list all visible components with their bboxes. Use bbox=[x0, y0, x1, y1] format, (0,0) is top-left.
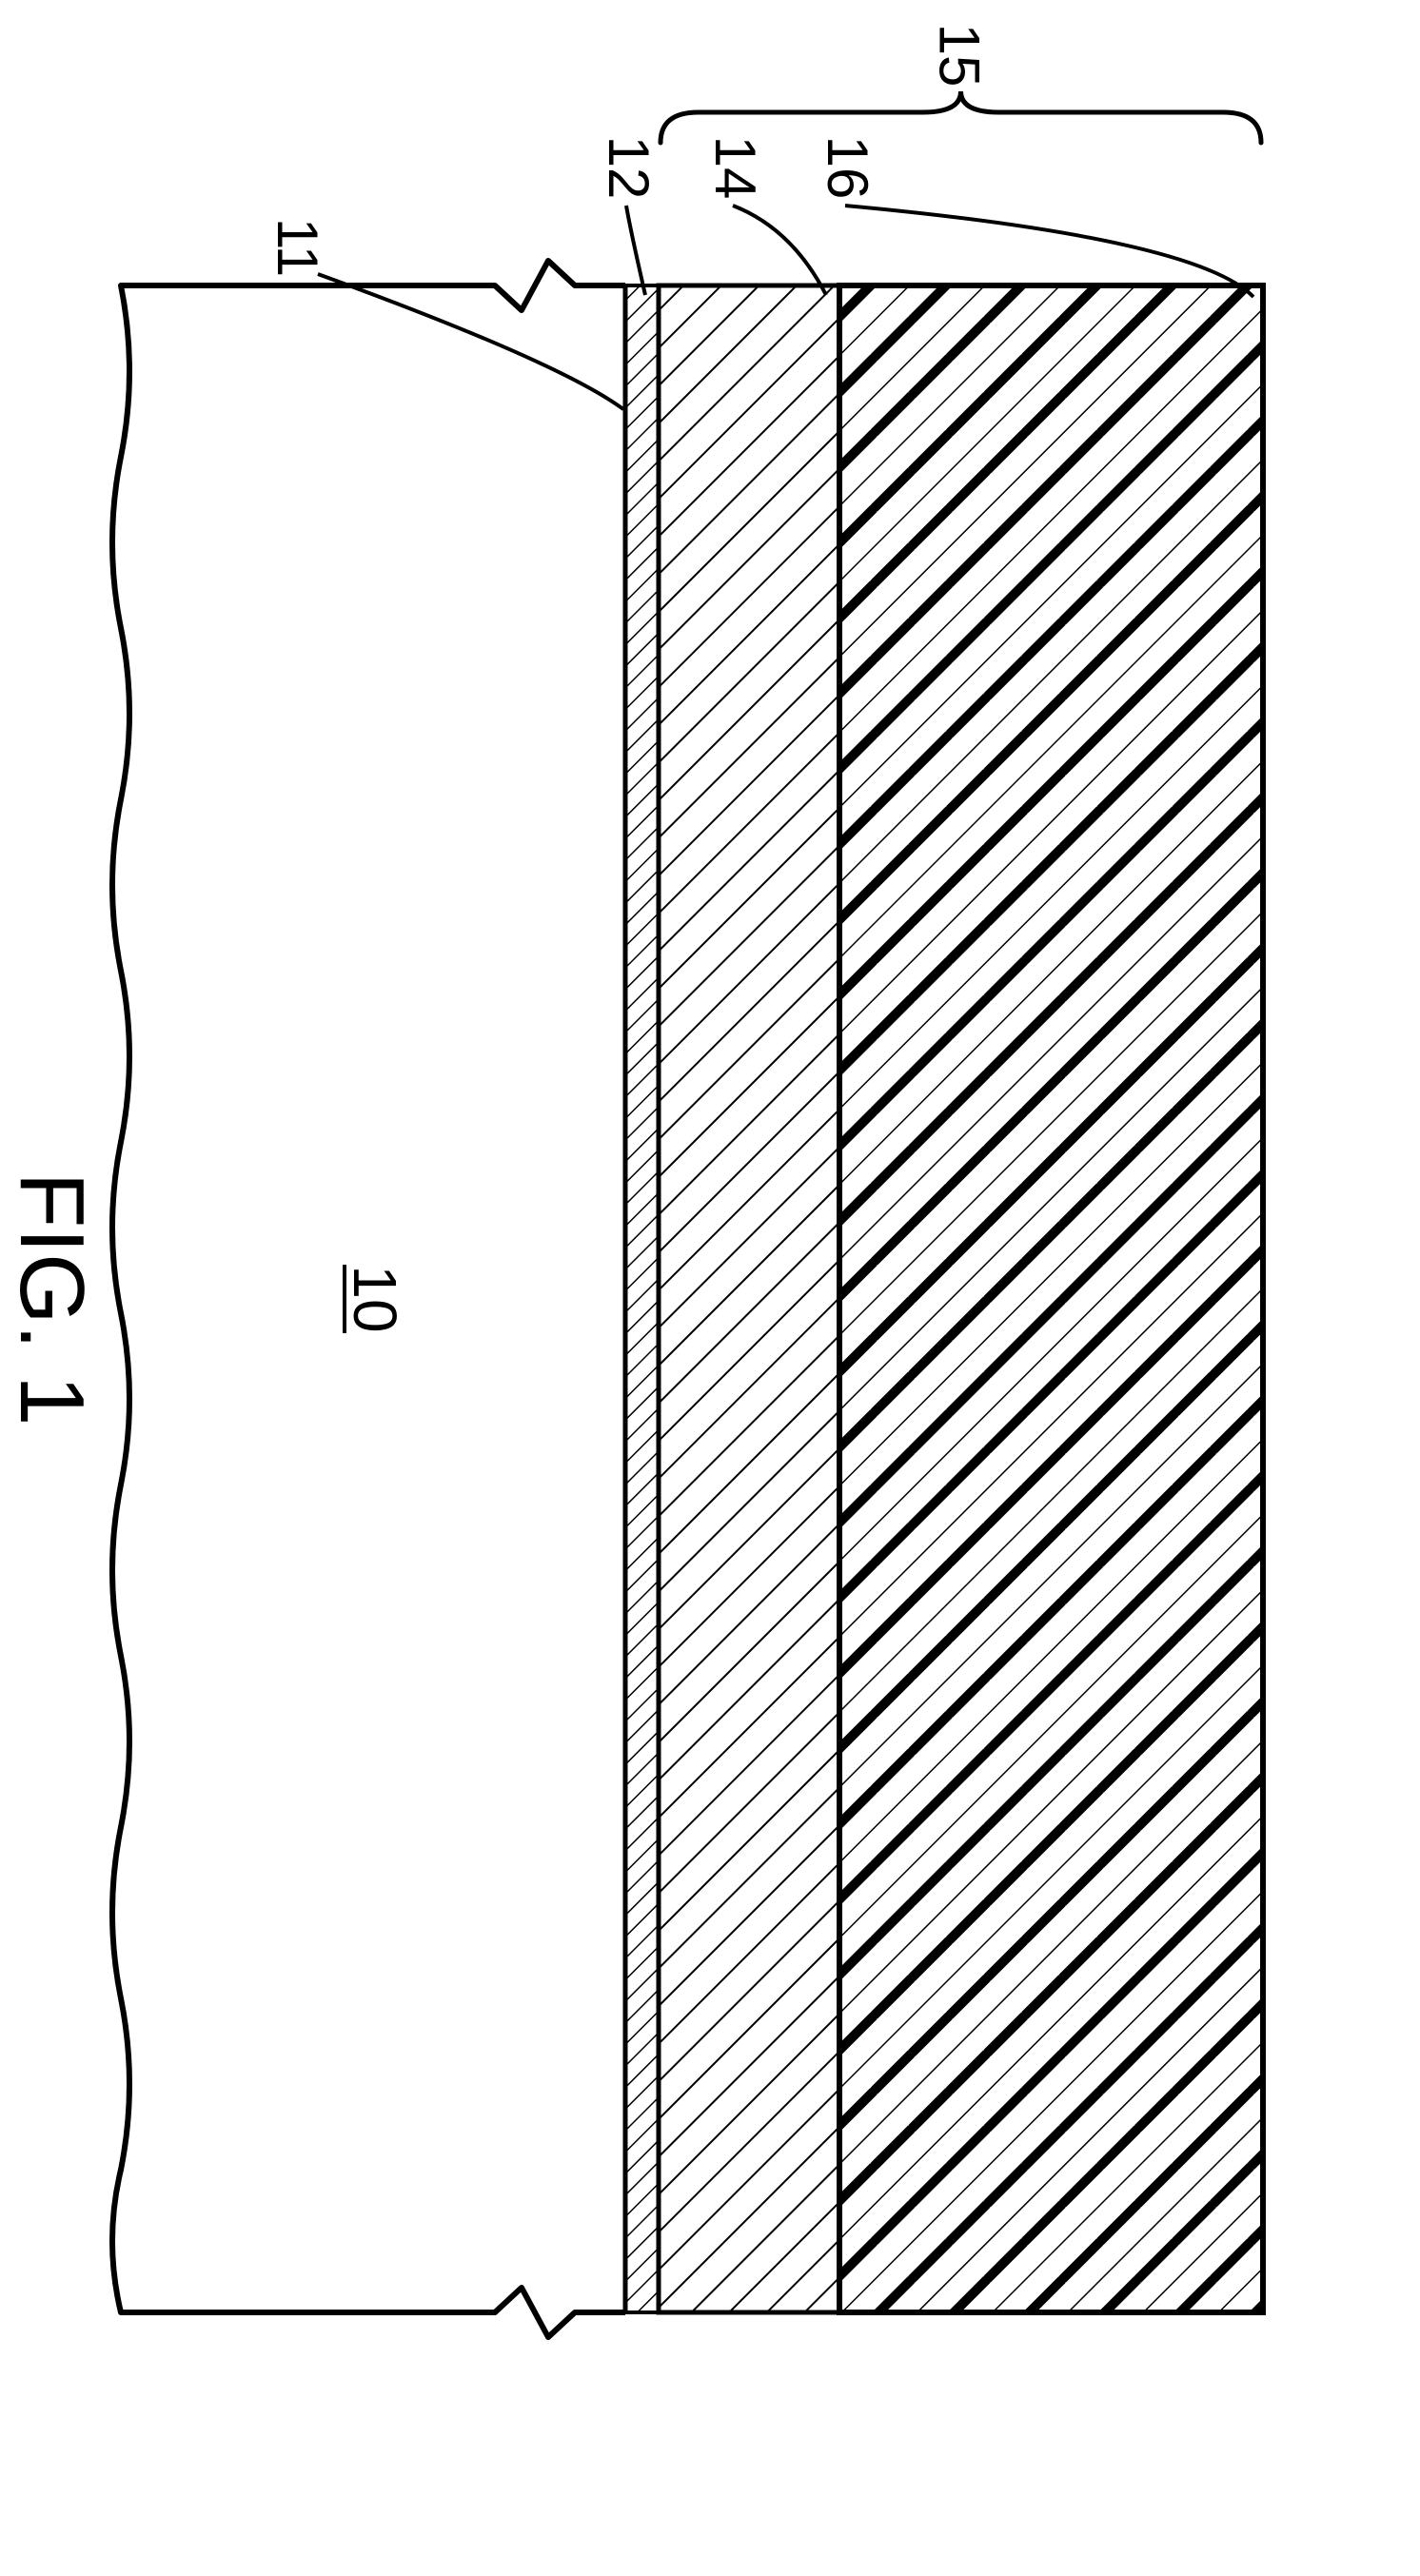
layer-14 bbox=[659, 285, 839, 2312]
layer-16 bbox=[839, 285, 1263, 2312]
callout-14: 14 bbox=[703, 136, 767, 200]
leader-14 bbox=[733, 206, 826, 295]
brace-15-label: 15 bbox=[928, 24, 992, 88]
callout-16: 16 bbox=[816, 136, 879, 200]
figure-svg: 10 16 14 12 11 15 FIG. 1 bbox=[0, 0, 1420, 2576]
figure-caption: FIG. 1 bbox=[1, 1172, 103, 1426]
leader-12 bbox=[626, 206, 645, 295]
callout-11: 11 bbox=[266, 218, 329, 277]
callout-12: 12 bbox=[597, 136, 661, 200]
substrate-label: 10 bbox=[341, 1265, 409, 1332]
figure-1: 10 16 14 12 11 15 FIG. 1 bbox=[0, 0, 1420, 2576]
layer-12 bbox=[625, 285, 659, 2312]
